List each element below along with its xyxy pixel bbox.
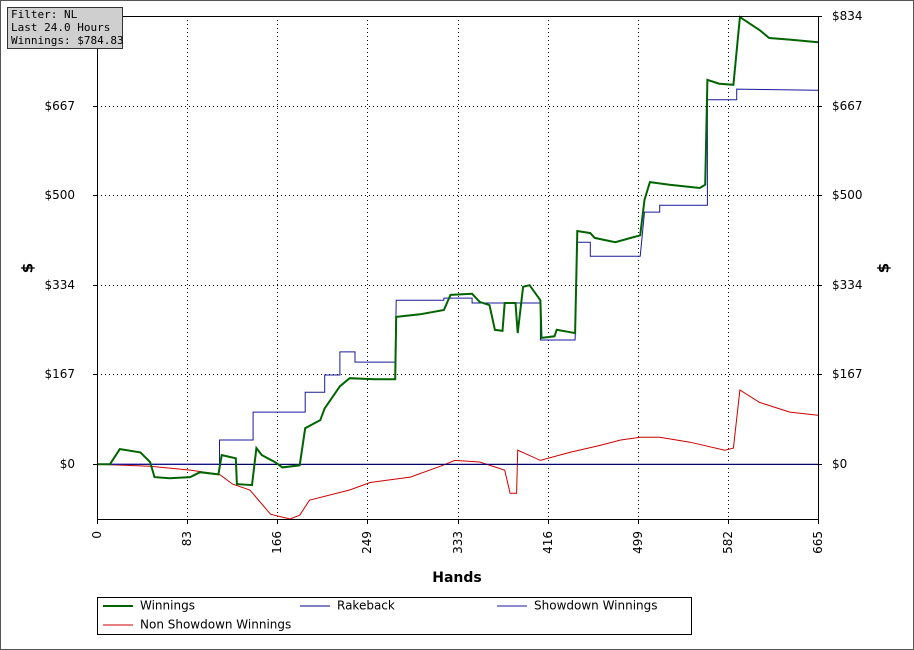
y-tick-label: $0: [60, 457, 75, 471]
x-tick-label: 333: [451, 531, 465, 554]
y2-axis-label: $: [875, 263, 893, 273]
y-tick-label: $167: [44, 367, 75, 381]
info-line: Filter: NL: [11, 8, 78, 21]
x-tick-label: 416: [541, 531, 555, 554]
y2-tick-label: $667: [832, 99, 863, 113]
legend-label: Showdown Winnings: [534, 599, 658, 613]
x-tick-label: 83: [180, 531, 194, 546]
info-line: Last 24.0 Hours: [11, 21, 110, 34]
series-line: [97, 88, 819, 465]
legend: [97, 597, 692, 635]
series-line: [97, 15, 819, 487]
y2-tick-label: $834: [832, 9, 863, 23]
legend-label: Rakeback: [337, 599, 395, 613]
legend-label: Winnings: [140, 599, 195, 613]
x-tick-label: 582: [721, 531, 735, 554]
y-tick-label: $500: [44, 188, 75, 202]
y2-tick-label: $0: [832, 457, 847, 471]
x-tick-label: 0: [90, 531, 104, 539]
x-tick-label: 249: [360, 531, 374, 554]
info-box-bg: [7, 7, 123, 49]
series-line: [96, 389, 819, 520]
y-axis-label: $: [19, 263, 37, 273]
y2-tick-label: $167: [832, 367, 863, 381]
x-tick-label: 166: [270, 531, 284, 554]
legend-label: Non Showdown Winnings: [140, 618, 291, 632]
info-box: Filter: NL Last 24.0 Hours Winnings: $78…: [7, 7, 124, 49]
info-line: Winnings: $784.83: [11, 34, 124, 47]
plot-border: [97, 16, 819, 520]
y-tick-label: $334: [44, 278, 75, 292]
y-tick-label: $667: [44, 99, 75, 113]
x-tick-label: 665: [811, 531, 825, 554]
y2-tick-label: $500: [832, 188, 863, 202]
x-tick-label: 499: [631, 531, 645, 554]
x-axis-label: Hands: [432, 570, 482, 586]
y2-tick-label: $334: [832, 278, 863, 292]
